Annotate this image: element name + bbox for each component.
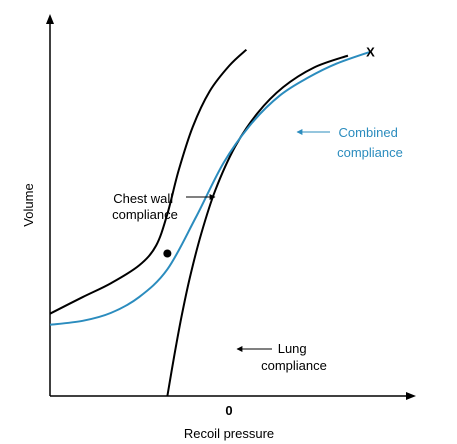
annotation-chest-wall-label: Chest wall compliance [112, 191, 178, 222]
annotation-lung-label: Lung compliance [261, 341, 327, 373]
series-lung-compliance-line [166, 54, 349, 397]
annotation-combined: Combined compliance [296, 125, 403, 160]
end-marker-x: X [366, 45, 375, 60]
series-chest-wall-compliance-line [49, 48, 248, 315]
series-combined-compliance-line [49, 50, 371, 326]
annotation-combined-label: Combined compliance [337, 125, 403, 160]
annotation-chest-wall: Chest wall compliance [112, 191, 216, 222]
y-axis-arrowhead [46, 14, 54, 24]
annotation-lung: Lung compliance [236, 341, 327, 373]
x-axis-label: Recoil pressure [184, 426, 274, 441]
x-axis-arrowhead [406, 392, 416, 400]
x-tick-label-0: 0 [225, 403, 232, 418]
axes [46, 14, 416, 400]
y-axis-label: Volume [21, 183, 36, 226]
series-group [49, 48, 371, 397]
equilibrium-point [163, 249, 172, 258]
